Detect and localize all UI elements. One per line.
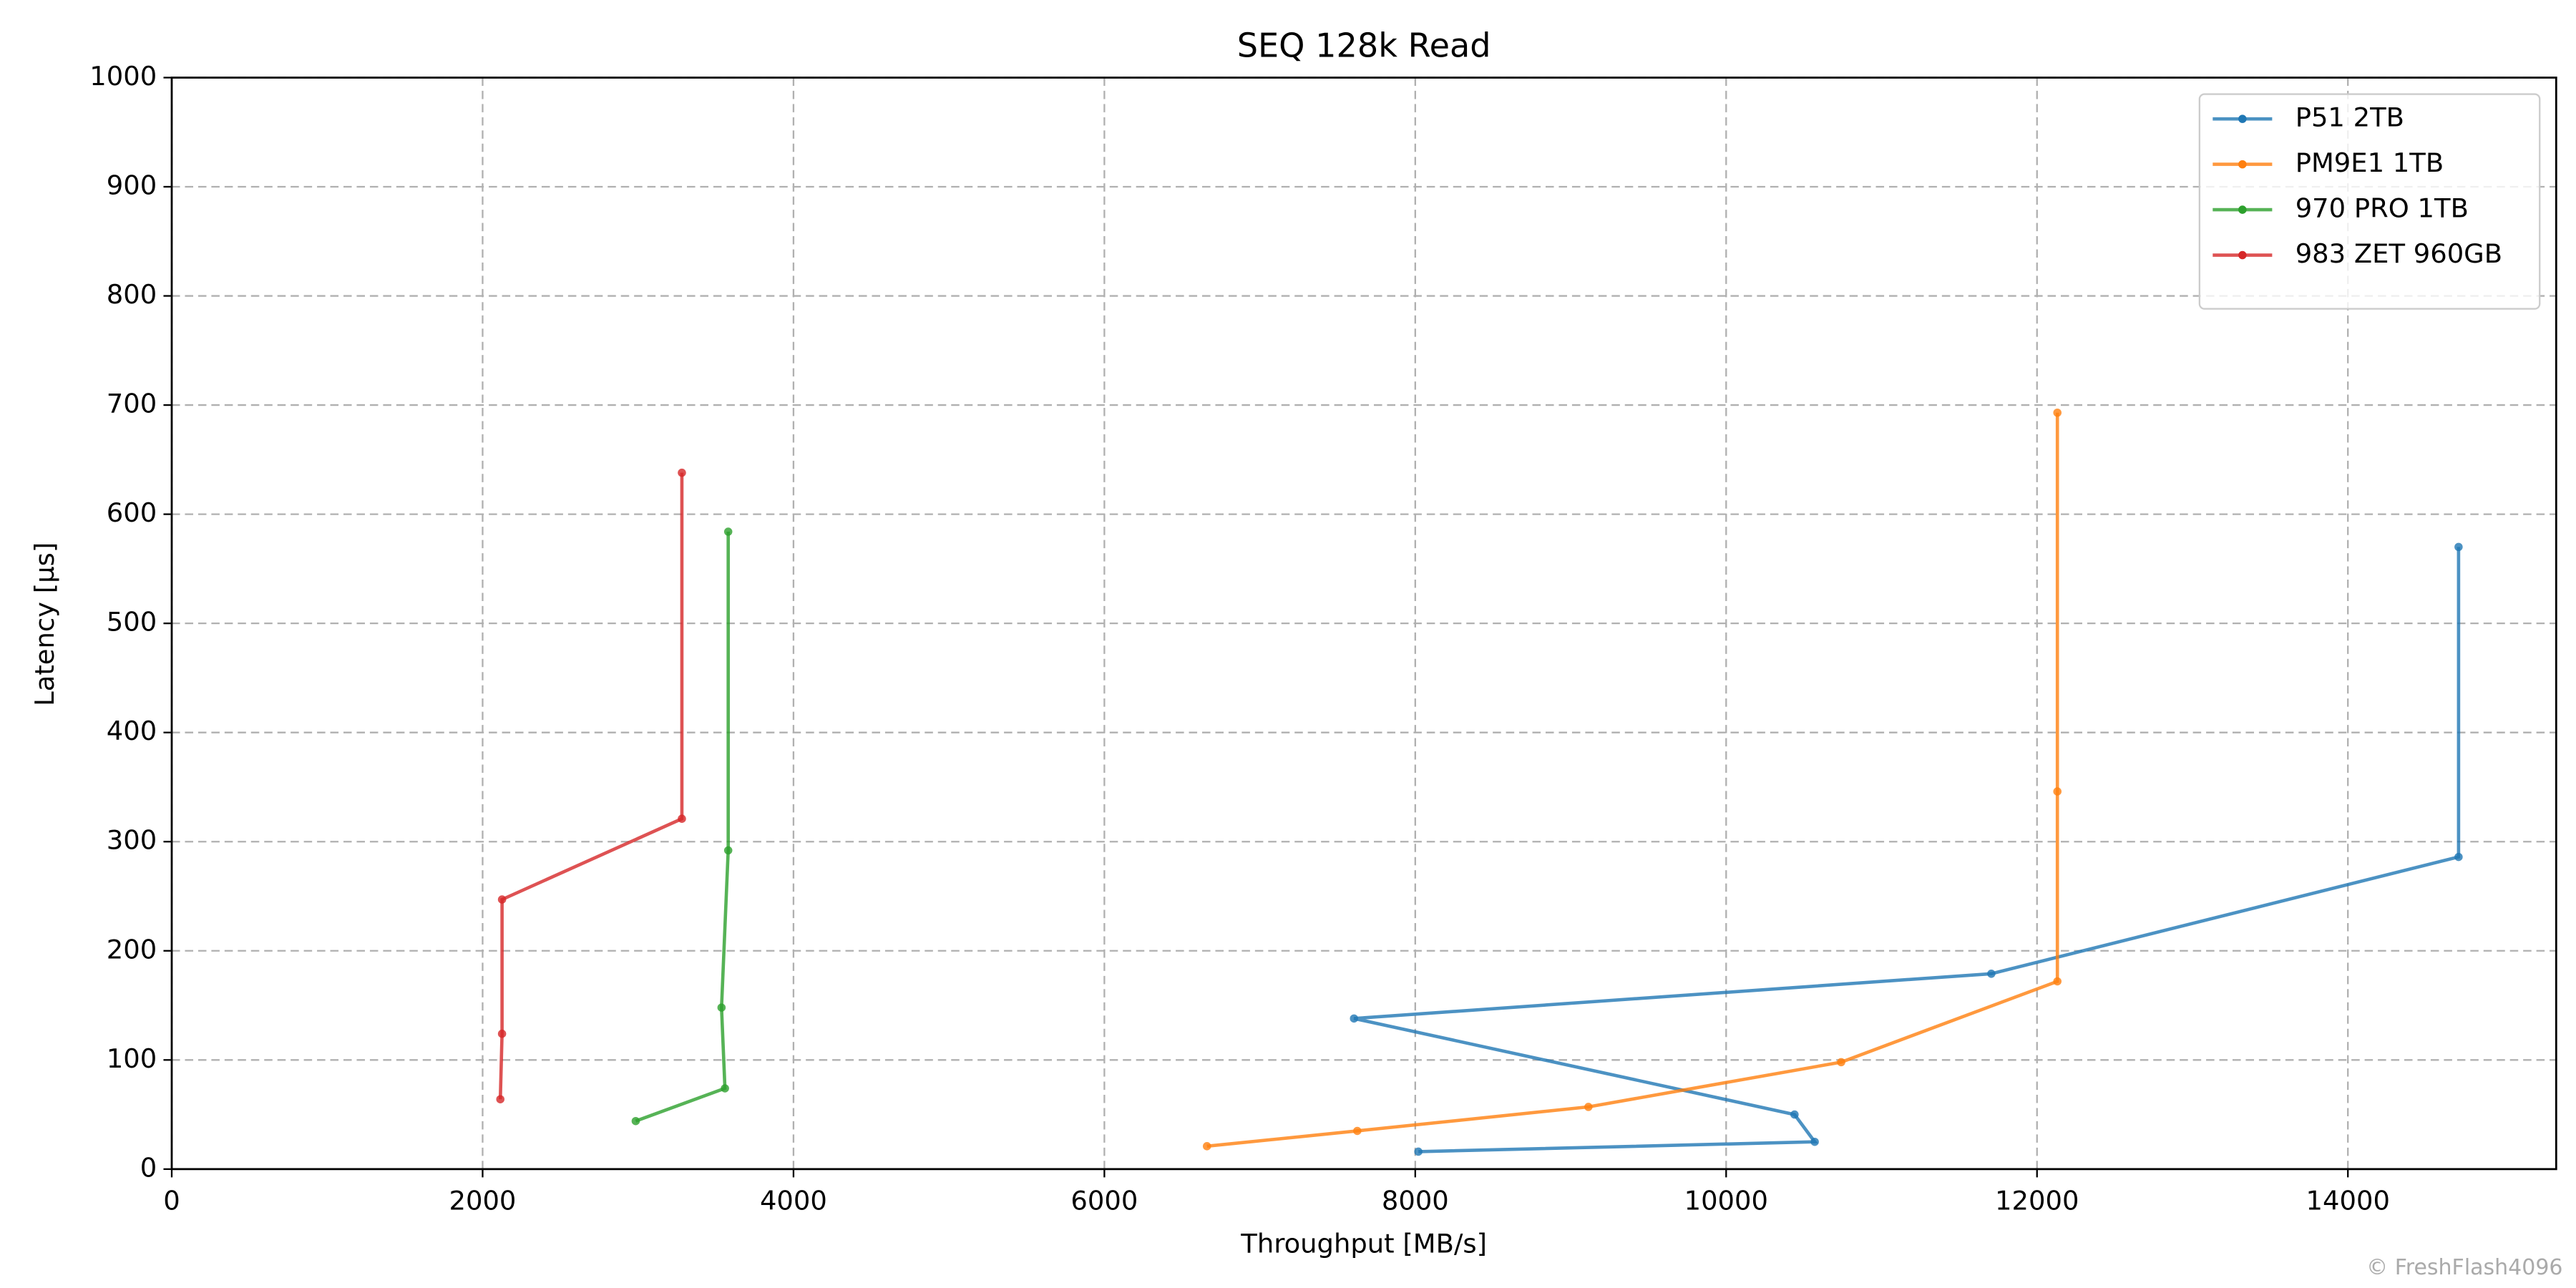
x-tick-label: 4000	[760, 1186, 827, 1216]
point	[497, 895, 507, 904]
point	[678, 468, 686, 477]
point	[2053, 408, 2062, 417]
point	[631, 1116, 640, 1126]
legend-label: PM9E1 1TB	[2296, 147, 2444, 178]
legend-label: P51 2TB	[2296, 102, 2404, 133]
y-tick-label: 0	[140, 1152, 157, 1183]
point	[717, 1003, 726, 1012]
x-tick-label: 0	[163, 1186, 180, 1216]
x-tick-label: 10000	[1684, 1186, 1768, 1216]
point	[2053, 787, 2062, 796]
y-tick-label: 100	[107, 1043, 157, 1074]
point	[1790, 1110, 1799, 1119]
legend-marker	[2238, 250, 2247, 260]
y-tick-label: 600	[107, 497, 157, 528]
point	[1350, 1014, 1359, 1023]
legend-marker	[2238, 205, 2247, 214]
x-tick-label: 8000	[1382, 1186, 1449, 1216]
legend-marker	[2238, 160, 2247, 169]
y-tick-label: 900	[107, 170, 157, 201]
point	[1810, 1137, 1819, 1146]
y-tick-label: 400	[107, 716, 157, 746]
point	[1837, 1058, 1845, 1067]
x-axis-label: Throughput [MB/s]	[1240, 1229, 1487, 1259]
y-tick-label: 300	[107, 825, 157, 856]
y-axis-label: Latency [µs]	[29, 542, 60, 706]
point	[1353, 1126, 1362, 1136]
chart-title: SEQ 128k Read	[1237, 26, 1491, 64]
point	[2053, 977, 2062, 986]
point	[2454, 852, 2463, 862]
y-tick-label: 500	[107, 607, 157, 638]
y-tick-label: 200	[107, 934, 157, 965]
point	[723, 846, 733, 855]
legend-marker	[2238, 114, 2247, 123]
point	[2454, 542, 2463, 552]
point	[496, 1095, 504, 1103]
point	[678, 814, 686, 823]
x-tick-label: 6000	[1070, 1186, 1138, 1216]
x-tick-label: 12000	[1995, 1186, 2079, 1216]
y-tick-label: 700	[107, 389, 157, 419]
point	[721, 1084, 729, 1093]
x-tick-label: 14000	[2306, 1186, 2390, 1216]
point	[1987, 970, 1996, 978]
legend-box	[2198, 93, 2541, 310]
x-tick-label: 2000	[449, 1186, 516, 1216]
point	[723, 527, 733, 536]
y-tick-label: 800	[107, 279, 157, 310]
point	[497, 1029, 507, 1038]
plot-frame	[170, 77, 2557, 1171]
legend-label: 970 PRO 1TB	[2296, 193, 2469, 224]
point	[1202, 1142, 1211, 1151]
legend-label: 983 ZET 960GB	[2296, 238, 2502, 269]
point	[1584, 1103, 1593, 1111]
y-tick-label: 1000	[89, 61, 157, 92]
point	[1414, 1147, 1423, 1156]
watermark: © FreshFlash4096	[2366, 1255, 2562, 1280]
